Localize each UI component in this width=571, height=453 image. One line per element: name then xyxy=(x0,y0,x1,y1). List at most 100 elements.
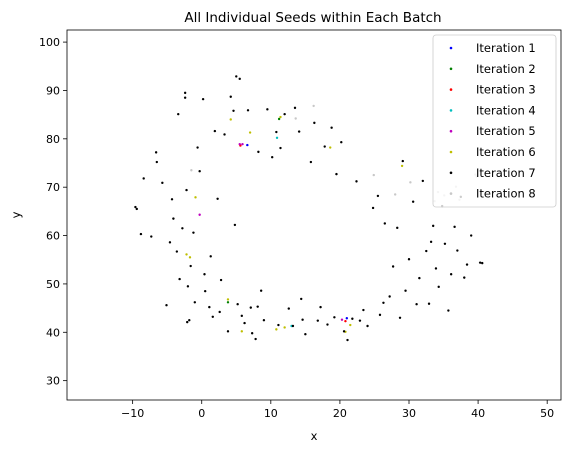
data-point xyxy=(418,276,421,280)
data-point xyxy=(411,200,415,203)
y-tick-label: 70 xyxy=(46,181,60,194)
data-point xyxy=(323,145,326,148)
legend-label: Iteration 6 xyxy=(476,145,536,159)
data-point xyxy=(326,323,329,326)
data-point xyxy=(256,305,259,308)
y-tick-label: 80 xyxy=(46,133,60,146)
data-point xyxy=(366,324,369,328)
data-point xyxy=(226,330,230,333)
data-point xyxy=(312,104,315,108)
series-iteration-1 xyxy=(246,143,349,320)
data-point xyxy=(150,235,153,238)
data-point xyxy=(155,160,159,164)
data-point xyxy=(233,223,237,227)
data-point xyxy=(434,267,438,270)
data-point xyxy=(249,306,252,309)
series-iteration-3 xyxy=(239,144,347,323)
data-point xyxy=(185,188,188,192)
data-point xyxy=(277,323,280,327)
data-point xyxy=(355,180,358,183)
y-axis-label: y xyxy=(9,211,23,218)
data-point xyxy=(463,276,466,279)
data-point xyxy=(275,136,279,140)
data-point xyxy=(291,324,295,328)
data-point xyxy=(216,197,219,200)
data-point xyxy=(443,242,447,245)
data-point xyxy=(453,225,456,229)
data-point xyxy=(246,143,249,147)
data-point xyxy=(271,156,274,159)
data-point xyxy=(376,194,380,198)
data-point xyxy=(254,337,257,341)
data-point xyxy=(219,278,223,282)
data-point xyxy=(183,91,187,95)
data-point xyxy=(241,142,244,146)
data-point xyxy=(208,305,211,309)
y-tick-label: 50 xyxy=(46,278,60,291)
data-point xyxy=(248,131,252,134)
data-point xyxy=(235,75,238,78)
x-tick-label: 30 xyxy=(402,407,416,420)
data-point xyxy=(175,250,179,253)
data-point xyxy=(201,97,205,101)
data-point xyxy=(409,181,412,184)
data-point xyxy=(142,177,145,180)
data-point xyxy=(135,207,138,211)
data-point xyxy=(378,313,382,317)
data-point xyxy=(226,298,230,301)
data-point xyxy=(383,222,387,225)
data-point xyxy=(340,141,343,144)
series-iteration-5 xyxy=(198,142,344,321)
data-point xyxy=(345,317,349,320)
y-tick-label: 40 xyxy=(46,326,60,339)
data-point xyxy=(340,318,344,321)
data-point xyxy=(294,117,297,120)
data-point xyxy=(391,265,395,268)
data-point xyxy=(398,316,402,319)
data-point xyxy=(304,333,307,336)
data-point xyxy=(223,133,226,136)
x-tick-label: −10 xyxy=(121,407,144,420)
data-point xyxy=(196,146,199,149)
data-point xyxy=(358,319,362,322)
data-point xyxy=(404,289,407,292)
data-point xyxy=(415,303,418,306)
data-point xyxy=(301,318,304,321)
data-point xyxy=(240,314,243,318)
data-point xyxy=(257,150,260,154)
data-point xyxy=(229,95,232,98)
data-point xyxy=(243,321,246,325)
data-point xyxy=(449,273,453,276)
legend-label: Iteration 7 xyxy=(476,166,536,180)
data-point xyxy=(335,172,338,176)
data-point xyxy=(188,256,192,259)
data-point xyxy=(139,232,143,236)
data-point xyxy=(362,308,365,312)
legend-marker xyxy=(449,150,453,154)
data-point xyxy=(186,320,189,324)
data-point xyxy=(277,117,281,121)
data-point xyxy=(203,273,206,276)
data-point xyxy=(437,285,440,289)
data-point xyxy=(330,126,333,129)
data-point xyxy=(279,115,282,119)
legend-label: Iteration 4 xyxy=(476,103,536,117)
data-point xyxy=(193,301,197,304)
data-point xyxy=(236,303,239,306)
data-point xyxy=(401,159,404,163)
data-point xyxy=(240,330,243,333)
data-point xyxy=(319,305,322,309)
data-point xyxy=(250,332,254,335)
data-point xyxy=(194,196,197,199)
x-axis: −10 0 10 20 30 40 50 xyxy=(121,400,554,420)
data-point xyxy=(429,240,433,244)
data-point xyxy=(478,261,482,264)
data-point xyxy=(183,96,187,99)
y-tick-label: 100 xyxy=(39,36,60,49)
data-point xyxy=(333,316,336,319)
data-point xyxy=(134,205,137,209)
data-point xyxy=(170,198,174,201)
data-point xyxy=(297,130,301,133)
legend-label: Iteration 8 xyxy=(476,187,536,201)
data-point xyxy=(181,227,184,230)
